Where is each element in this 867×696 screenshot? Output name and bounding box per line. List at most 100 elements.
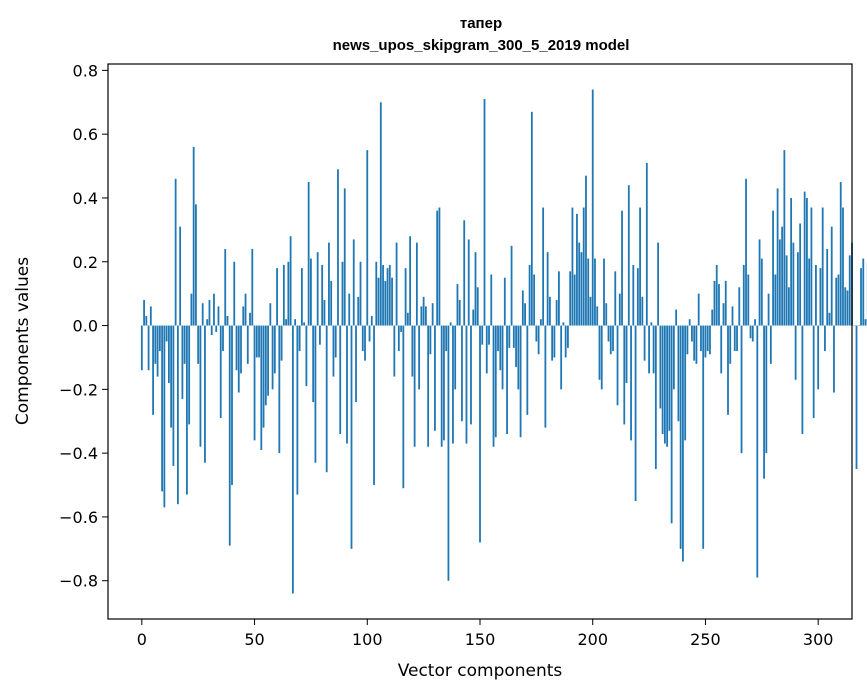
bar <box>731 306 734 326</box>
bar <box>558 271 560 326</box>
bar <box>246 325 249 364</box>
bar <box>738 287 741 326</box>
bar <box>249 312 251 326</box>
bar <box>720 325 723 374</box>
bar <box>456 284 459 326</box>
bar <box>145 315 148 326</box>
bar <box>562 322 565 326</box>
bar <box>463 220 466 326</box>
bar <box>587 258 590 326</box>
bar <box>688 319 691 326</box>
bar <box>727 325 729 415</box>
bar <box>233 261 236 326</box>
bar <box>323 300 326 326</box>
bar <box>415 242 418 326</box>
bar <box>370 315 373 326</box>
bar <box>517 325 520 390</box>
bar <box>296 325 299 495</box>
bar <box>722 303 725 326</box>
bar <box>431 303 434 326</box>
bar <box>427 325 430 447</box>
bar <box>614 271 617 326</box>
bar <box>355 325 357 403</box>
bar <box>801 325 804 434</box>
bar <box>648 325 650 374</box>
bar <box>237 325 240 393</box>
bar <box>409 236 412 326</box>
bar <box>434 325 436 431</box>
bar <box>691 325 693 342</box>
bar <box>149 306 152 326</box>
bar <box>634 325 637 501</box>
bar <box>458 300 461 326</box>
y-tick-label: −0.8 <box>59 572 98 591</box>
bar <box>190 293 193 326</box>
bar <box>298 325 301 352</box>
bar <box>830 226 833 326</box>
bar <box>645 162 648 326</box>
bar <box>307 182 310 326</box>
bar <box>436 210 439 326</box>
bar <box>512 325 515 348</box>
bar <box>625 325 628 383</box>
y-tick-label: −0.6 <box>59 508 98 527</box>
bar <box>686 325 689 355</box>
bar <box>174 178 177 326</box>
y-tick-label: 0.8 <box>73 61 98 80</box>
bar <box>397 325 400 352</box>
bar <box>152 325 154 415</box>
bar <box>181 325 184 399</box>
bar <box>821 207 824 326</box>
bar <box>251 249 254 326</box>
bar <box>474 252 477 326</box>
bar <box>488 325 490 345</box>
bar <box>316 252 319 326</box>
bar <box>291 325 294 594</box>
bar <box>368 325 371 342</box>
bar <box>492 325 495 447</box>
bar <box>483 99 486 326</box>
bar <box>186 325 188 495</box>
bar <box>564 325 567 358</box>
bar <box>176 325 179 505</box>
bar <box>402 325 405 489</box>
bar <box>639 207 641 326</box>
bar <box>695 325 698 364</box>
bar <box>424 306 427 326</box>
bar <box>765 325 768 454</box>
bar <box>300 268 303 326</box>
bar <box>314 325 317 463</box>
bar <box>195 204 197 326</box>
bar <box>312 325 315 403</box>
bar <box>269 303 272 326</box>
bar <box>289 236 292 326</box>
bar <box>785 255 788 326</box>
bar <box>751 325 754 342</box>
bar <box>276 268 278 326</box>
bar <box>244 293 247 326</box>
bar <box>693 325 696 361</box>
bar <box>670 325 673 524</box>
bar <box>618 293 621 326</box>
bar <box>711 309 714 326</box>
bar <box>420 306 423 326</box>
bar <box>609 325 612 355</box>
bar <box>702 325 705 549</box>
bar <box>654 325 657 470</box>
bar <box>479 325 481 543</box>
y-tick-label: 0.0 <box>73 317 98 336</box>
bar <box>774 274 777 326</box>
bar <box>533 274 536 326</box>
bar <box>240 325 242 374</box>
bar <box>438 207 441 326</box>
bar <box>763 325 765 479</box>
bar <box>641 296 644 326</box>
bar <box>616 325 619 406</box>
bar <box>524 303 526 326</box>
bar <box>632 264 635 326</box>
bar <box>747 274 750 326</box>
bar <box>855 325 858 470</box>
bar <box>494 325 497 438</box>
bar <box>769 325 772 364</box>
bar <box>709 325 711 355</box>
